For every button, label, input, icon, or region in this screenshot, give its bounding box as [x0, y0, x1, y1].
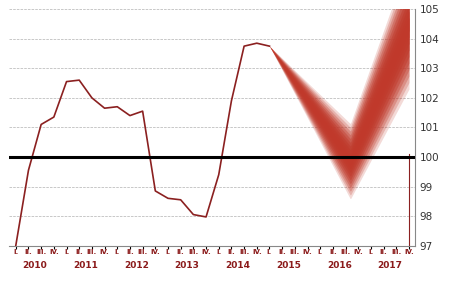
- Text: 2011: 2011: [73, 261, 98, 270]
- Text: 2012: 2012: [124, 261, 149, 270]
- Text: 2015: 2015: [276, 261, 301, 270]
- Text: 2010: 2010: [23, 261, 47, 270]
- Text: 2013: 2013: [175, 261, 200, 270]
- Text: 2016: 2016: [327, 261, 352, 270]
- Text: 2014: 2014: [225, 261, 250, 270]
- Text: 2017: 2017: [378, 261, 403, 270]
